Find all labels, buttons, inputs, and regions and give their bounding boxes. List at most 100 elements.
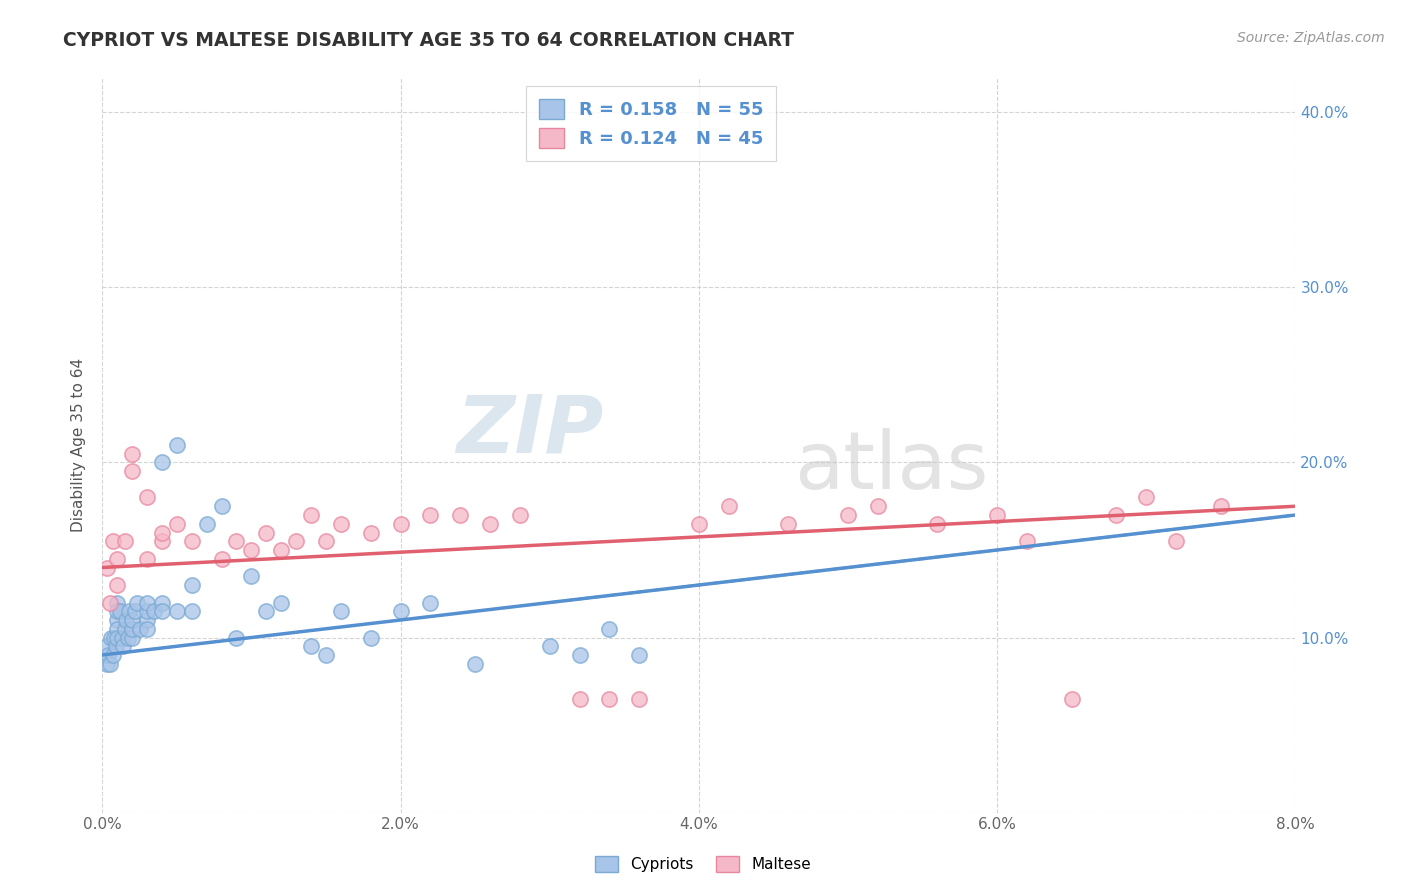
Point [195, 516, 218, 531]
Point [299, 508, 322, 522]
Point [117, 631, 139, 645]
Point [1060, 691, 1083, 706]
Point [105, 622, 128, 636]
Point [105, 551, 128, 566]
Point [136, 613, 159, 627]
Point [211, 500, 233, 514]
Point [240, 543, 263, 558]
Point [136, 491, 159, 505]
Point [1166, 534, 1188, 549]
Point [128, 622, 150, 636]
Point [837, 508, 859, 522]
Point [211, 551, 233, 566]
Point [101, 534, 124, 549]
Point [136, 551, 159, 566]
Point [329, 516, 352, 531]
Point [150, 534, 173, 549]
Point [110, 631, 132, 645]
Point [986, 508, 1008, 522]
Point [866, 500, 889, 514]
Point [150, 595, 173, 609]
Point [419, 595, 441, 609]
Point [136, 622, 159, 636]
Point [103, 631, 125, 645]
Point [329, 604, 352, 618]
Point [101, 648, 124, 662]
Text: ZIP: ZIP [456, 392, 603, 469]
Point [121, 464, 143, 478]
Point [105, 595, 128, 609]
Point [112, 640, 135, 654]
Point [628, 691, 651, 706]
Point [285, 534, 308, 549]
Point [105, 578, 128, 592]
Text: Source: ZipAtlas.com: Source: ZipAtlas.com [1237, 31, 1385, 45]
Point [180, 578, 202, 592]
Point [121, 631, 143, 645]
Point [479, 516, 502, 531]
Y-axis label: Disability Age 35 to 64: Disability Age 35 to 64 [72, 358, 86, 532]
Point [105, 604, 128, 618]
Point [121, 447, 143, 461]
Point [114, 534, 136, 549]
Point [688, 516, 710, 531]
Point [449, 508, 471, 522]
Point [118, 604, 141, 618]
Point [1135, 491, 1157, 505]
Point [254, 604, 277, 618]
Text: CYPRIOT VS MALTESE DISABILITY AGE 35 TO 64 CORRELATION CHART: CYPRIOT VS MALTESE DISABILITY AGE 35 TO … [63, 31, 794, 50]
Point [121, 613, 143, 627]
Point [360, 525, 382, 540]
Point [254, 525, 277, 540]
Point [180, 604, 202, 618]
Text: atlas: atlas [794, 428, 988, 506]
Point [509, 508, 531, 522]
Point [105, 631, 128, 645]
Point [360, 631, 382, 645]
Point [98, 595, 121, 609]
Point [315, 648, 337, 662]
Point [628, 648, 651, 662]
Point [115, 613, 138, 627]
Point [568, 648, 591, 662]
Point [778, 516, 800, 531]
Point [927, 516, 949, 531]
Point [315, 534, 337, 549]
Legend: R = 0.158   N = 55, R = 0.124   N = 45: R = 0.158 N = 55, R = 0.124 N = 45 [526, 87, 776, 161]
Point [299, 640, 322, 654]
Point [96, 560, 118, 574]
Point [150, 604, 173, 618]
Point [389, 604, 412, 618]
Point [270, 595, 292, 609]
Point [1105, 508, 1128, 522]
Point [166, 438, 188, 452]
Point [96, 640, 118, 654]
Point [105, 613, 128, 627]
Point [166, 604, 188, 618]
Point [568, 691, 591, 706]
Point [180, 534, 202, 549]
Point [114, 622, 136, 636]
Point [96, 657, 118, 671]
Point [136, 595, 159, 609]
Legend: Cypriots, Maltese: Cypriots, Maltese [588, 848, 818, 880]
Point [717, 500, 740, 514]
Point [104, 640, 127, 654]
Point [240, 569, 263, 583]
Point [598, 691, 620, 706]
Point [419, 508, 441, 522]
Point [100, 631, 122, 645]
Point [598, 622, 620, 636]
Point [464, 657, 486, 671]
Point [124, 604, 146, 618]
Point [166, 516, 188, 531]
Point [98, 657, 121, 671]
Point [270, 543, 292, 558]
Point [538, 640, 561, 654]
Point [143, 604, 166, 618]
Point [225, 534, 247, 549]
Point [150, 525, 173, 540]
Point [97, 648, 120, 662]
Point [108, 604, 131, 618]
Point [150, 455, 173, 469]
